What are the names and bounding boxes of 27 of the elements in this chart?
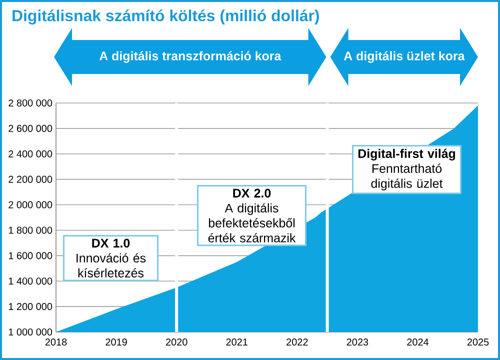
y-tick-label: 1 600 000	[8, 252, 52, 260]
y-tick-label: 2 000 000	[8, 201, 52, 208]
x-tick-label: 2025	[467, 338, 489, 346]
text: A digitális üzlet kora	[344, 51, 465, 63]
y-tick-label: 2 200 000	[8, 176, 52, 183]
y-tick-label: 1 000 000	[8, 328, 52, 336]
annotation: A digitális befektetésekből érték származik	[208, 203, 296, 242]
y-tick-label: 1 800 000	[8, 226, 52, 234]
y-tick-label: 1 400 000	[8, 278, 52, 285]
chart-title: Digitálisnak számító költés (millió dollár)	[12, 9, 319, 25]
annotation: Fenntartható digitális üzlet	[371, 164, 443, 190]
x-tick-label: 2020	[166, 338, 188, 346]
x-tick-label: 2021	[226, 338, 248, 346]
x-tick-label: 2023	[346, 338, 368, 346]
x-tick-label: 2022	[286, 338, 308, 346]
y-tick-label: 1 200 000	[8, 303, 52, 310]
y-tick-label: 2 600 000	[8, 124, 52, 132]
y-tick-label: 2 800 000	[8, 99, 52, 107]
x-tick-label: 2018	[45, 338, 67, 346]
y-tick-label: 2 400 000	[8, 150, 52, 158]
annotation: Innováció és kísérletezés	[76, 253, 146, 278]
x-tick-label: 2024	[407, 338, 429, 346]
text: A digitális transzformáció kora	[99, 51, 282, 63]
annotation: DX 2.0	[233, 188, 271, 198]
x-tick-label: 2019	[106, 338, 127, 346]
annotation: Digital-first világ	[358, 148, 456, 161]
annotation: DX 1.0	[92, 238, 130, 248]
